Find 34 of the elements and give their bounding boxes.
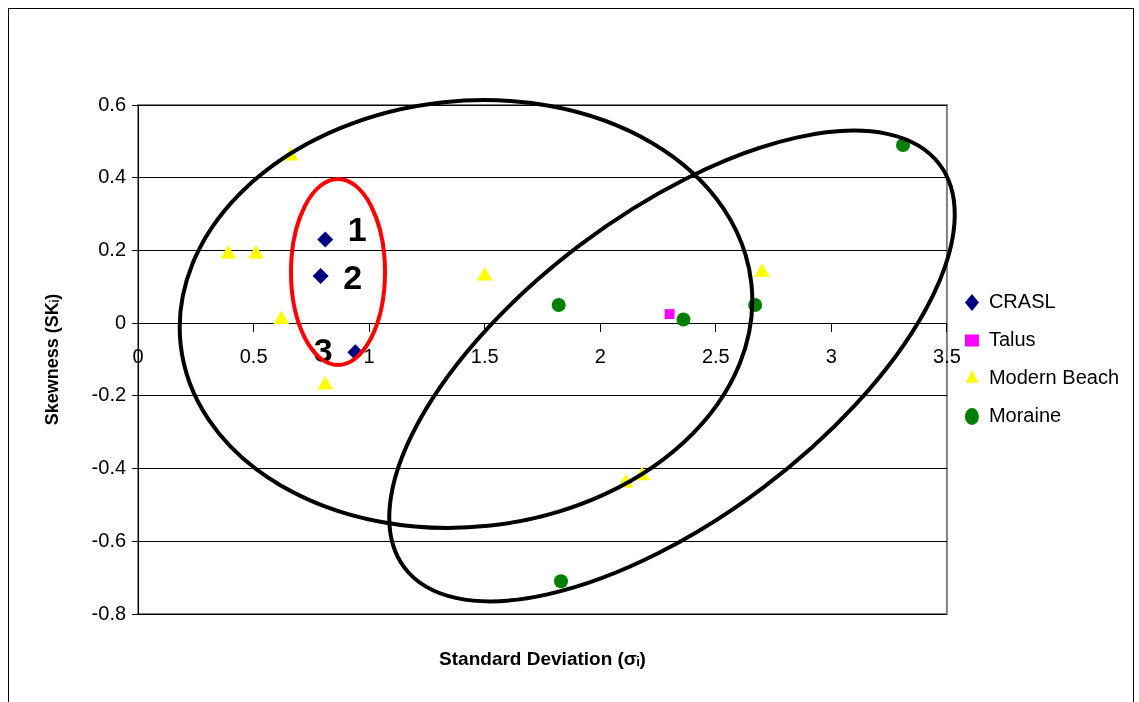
- point: [273, 310, 290, 325]
- x-tick-label: 2: [594, 344, 606, 367]
- legend-label: Modern Beach: [988, 366, 1119, 389]
- y-axis-title: Skewness (SKᵢ): [41, 293, 62, 426]
- legend-label: Talus: [988, 328, 1036, 351]
- x-axis-title: Standard Deviation (σᵢ): [439, 648, 646, 670]
- annotation: 2: [343, 258, 363, 297]
- y-tick-label: 0.4: [98, 165, 127, 188]
- y-tick-label: -0.8: [91, 601, 127, 624]
- x-tick-label: 2.5: [701, 344, 730, 367]
- point: [317, 231, 334, 248]
- point: [220, 245, 236, 259]
- legend-label: CRASL: [988, 290, 1056, 313]
- point: [476, 266, 493, 281]
- y-tick-label: -0.2: [91, 383, 127, 406]
- annotation: 1: [347, 209, 367, 248]
- y-tick-label: -0.6: [91, 528, 127, 551]
- point: [312, 267, 329, 284]
- point: [754, 263, 770, 277]
- point: [551, 297, 566, 312]
- point: [664, 309, 675, 319]
- y-tick-label: 0: [114, 310, 127, 333]
- x-tick-label: 1: [363, 344, 375, 367]
- point: [317, 375, 334, 390]
- x-tick-label: 3.5: [933, 344, 961, 367]
- x-tick-label: 0.5: [239, 344, 268, 367]
- legend-label: Moraine: [988, 404, 1062, 427]
- x-tick-label: 1.5: [470, 344, 499, 367]
- point: [248, 245, 264, 259]
- y-tick-label: 0.6: [98, 92, 127, 115]
- y-tick-label: -0.4: [91, 456, 127, 479]
- point: [676, 312, 691, 327]
- x-tick-label: 3: [825, 344, 837, 367]
- y-tick-label: 0.2: [98, 237, 127, 260]
